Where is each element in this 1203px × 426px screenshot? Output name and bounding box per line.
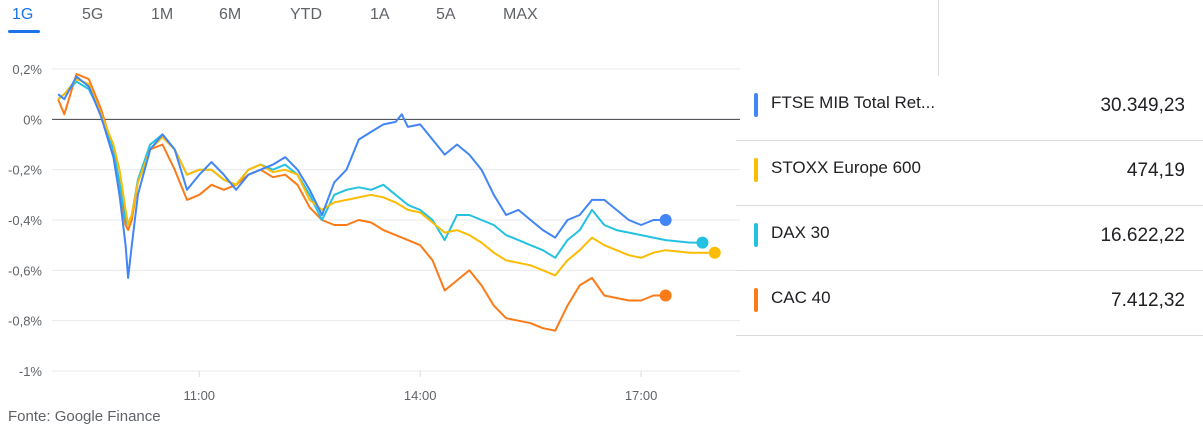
legend-value: 30.349,23 <box>1100 95 1185 116</box>
series-end-dot <box>708 246 721 259</box>
y-tick-label: -0,2% <box>8 163 42 178</box>
source-label: Fonte: Google Finance <box>8 408 161 425</box>
series-end-dot <box>696 236 709 249</box>
x-tick-label: 14:00 <box>404 388 437 403</box>
divider <box>938 0 939 76</box>
legend-row[interactable]: DAX 30 16.622,22 <box>736 206 1203 271</box>
tab-1a[interactable]: 1A <box>370 6 390 23</box>
legend-row[interactable]: CAC 40 7.412,32 <box>736 271 1203 336</box>
y-tick-label: -0,4% <box>8 213 42 228</box>
legend-value: 7.412,32 <box>1111 290 1185 311</box>
legend-row[interactable]: STOXX Europe 600 474,19 <box>736 141 1203 206</box>
legend-name: DAX 30 <box>771 223 830 242</box>
series-line-ftse-mib-total-ret <box>57 75 666 279</box>
legend-color-bar <box>754 288 758 312</box>
active-tab-underline <box>8 30 40 33</box>
y-tick-label: 0,2% <box>12 62 42 77</box>
tab-5g[interactable]: 5G <box>82 6 104 23</box>
legend-name: FTSE MIB Total Ret... <box>771 93 936 112</box>
legend-color-bar <box>754 93 758 117</box>
legend-color-bar <box>754 158 758 182</box>
legend-name: STOXX Europe 600 <box>771 158 921 177</box>
tab-6m[interactable]: 6M <box>219 6 242 23</box>
tab-ytd[interactable]: YTD <box>290 6 322 23</box>
x-tick-label: 11:00 <box>183 388 215 403</box>
legend-value: 474,19 <box>1126 160 1185 181</box>
line-chart: 0,2% 0% -0,2% -0,4% -0,6% -0,8% -1% 11:00 14:00 1… <box>8 62 740 403</box>
x-tick-label: 17:00 <box>625 388 658 403</box>
series-end-dot <box>659 289 672 302</box>
legend-row[interactable]: FTSE MIB Total Ret... 30.349,23 <box>736 76 1203 141</box>
y-tick-label: -0,8% <box>8 314 42 329</box>
series-line-stoxx-europe-600 <box>57 78 715 277</box>
legend-color-bar <box>754 223 758 247</box>
legend-name: CAC 40 <box>771 288 831 307</box>
series-line-cac-40 <box>57 73 666 332</box>
series-end-dot <box>659 214 672 226</box>
tab-max[interactable]: MAX <box>503 6 538 23</box>
legend: FTSE MIB Total Ret... 30.349,23 STOXX Euro… <box>736 76 1203 336</box>
y-tick-label: -1% <box>19 364 43 379</box>
tab-5a[interactable]: 5A <box>436 6 456 23</box>
tab-1g[interactable]: 1G <box>12 6 34 23</box>
tab-1m[interactable]: 1M <box>151 6 174 23</box>
range-tabs: 1G 5G 1M 6M YTD 1A 5A MAX <box>0 0 740 40</box>
y-tick-label: -0,6% <box>8 263 42 278</box>
y-tick-label: 0% <box>23 112 42 127</box>
legend-value: 16.622,22 <box>1100 225 1185 246</box>
